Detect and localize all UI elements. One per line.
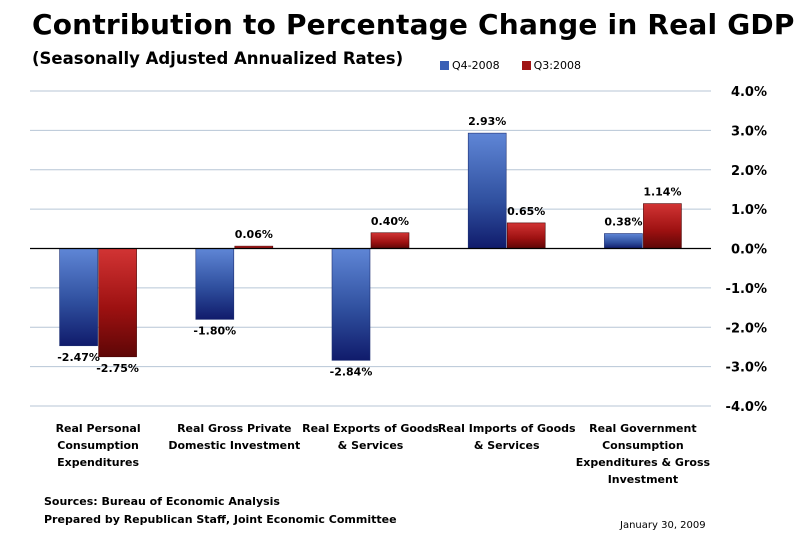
data-label: 0.38% [604, 216, 642, 229]
legend: Q4-2008 Q3:2008 [440, 59, 581, 72]
x-category-label-line: Real Exports of Goods [302, 422, 439, 435]
x-category-label: Real Government Consumption Expenditures &… [573, 420, 713, 488]
chart-title: Contribution to Percentage Change in Rea… [32, 8, 795, 41]
x-category-label-line: Investment [607, 473, 679, 486]
data-label: 1.14% [643, 186, 681, 199]
data-label: 0.40% [371, 215, 409, 228]
bar-q4-3 [331, 248, 371, 361]
y-tick-label: -2.0% [726, 321, 767, 336]
data-label: 2.93% [468, 115, 506, 128]
x-category-label-line: Domestic Investment [168, 439, 301, 452]
data-label: -1.80% [193, 324, 236, 337]
legend-label-q4: Q4-2008 [452, 59, 500, 72]
x-category-label-line: Real Government [589, 422, 697, 435]
x-category-label-line: & Services [473, 439, 540, 452]
x-category-label-line: Real Imports of Goods [437, 422, 576, 435]
bar-q4-4 [467, 132, 507, 249]
y-tick-label: 1.0% [731, 203, 767, 218]
data-label: -2.84% [330, 365, 373, 378]
source-line: Sources: Bureau of Economic Analysis [44, 495, 280, 508]
chart-subtitle: (Seasonally Adjusted Annualized Rates) [32, 49, 404, 68]
legend-swatch-q4 [440, 61, 449, 70]
x-category-label-line: Consumption [57, 439, 139, 452]
y-tick-label: -4.0% [726, 400, 767, 415]
x-category-label: Real Imports of Goods & Services [437, 420, 577, 454]
x-category-label-line: Real Personal [55, 422, 141, 435]
x-category-label-line: Consumption [602, 439, 684, 452]
bar-q4-5 [604, 233, 643, 249]
date-stamp: January 30, 2009 [620, 520, 706, 531]
y-tick-label: -1.0% [726, 282, 767, 297]
prepared-line: Prepared by Republican Staff, Joint Econ… [44, 513, 397, 526]
legend-label-q3: Q3:2008 [533, 59, 581, 72]
x-category-label-line: Expenditures & Gross [575, 456, 711, 469]
bar-q4-2 [195, 248, 235, 320]
data-label: 0.06% [235, 228, 273, 241]
y-tick-label: -3.0% [726, 361, 767, 376]
bar-q3-4 [506, 222, 546, 249]
bar-q3-3 [370, 232, 410, 249]
x-category-label-line: & Services [337, 439, 404, 452]
bar-q3-1 [98, 248, 137, 358]
x-category-label: Real Personal Consumption Expenditures [28, 420, 168, 471]
y-tick-label: 3.0% [731, 124, 767, 139]
legend-item-q3: Q3:2008 [521, 59, 581, 72]
y-tick-label: 4.0% [731, 85, 767, 100]
legend-swatch-q3 [521, 61, 531, 70]
x-category-label: Real Gross Private Domestic Investment [164, 420, 304, 454]
data-label: -2.75% [96, 362, 139, 375]
data-label: 0.65% [507, 205, 545, 218]
sources-note: Sources: Bureau of Economic Analysis Pre… [44, 493, 397, 529]
x-category-label: Real Exports of Goods & Services [301, 420, 441, 454]
y-tick-label: 0.0% [731, 243, 767, 258]
y-tick-label: 2.0% [731, 164, 767, 179]
legend-item-q4: Q4-2008 [440, 59, 500, 72]
data-label: -2.47% [57, 351, 100, 364]
x-category-label-line: Expenditures [57, 456, 140, 469]
bar-q4-1 [59, 248, 98, 347]
x-category-label-line: Real Gross Private [177, 422, 292, 435]
bar-q3-5 [643, 203, 682, 249]
